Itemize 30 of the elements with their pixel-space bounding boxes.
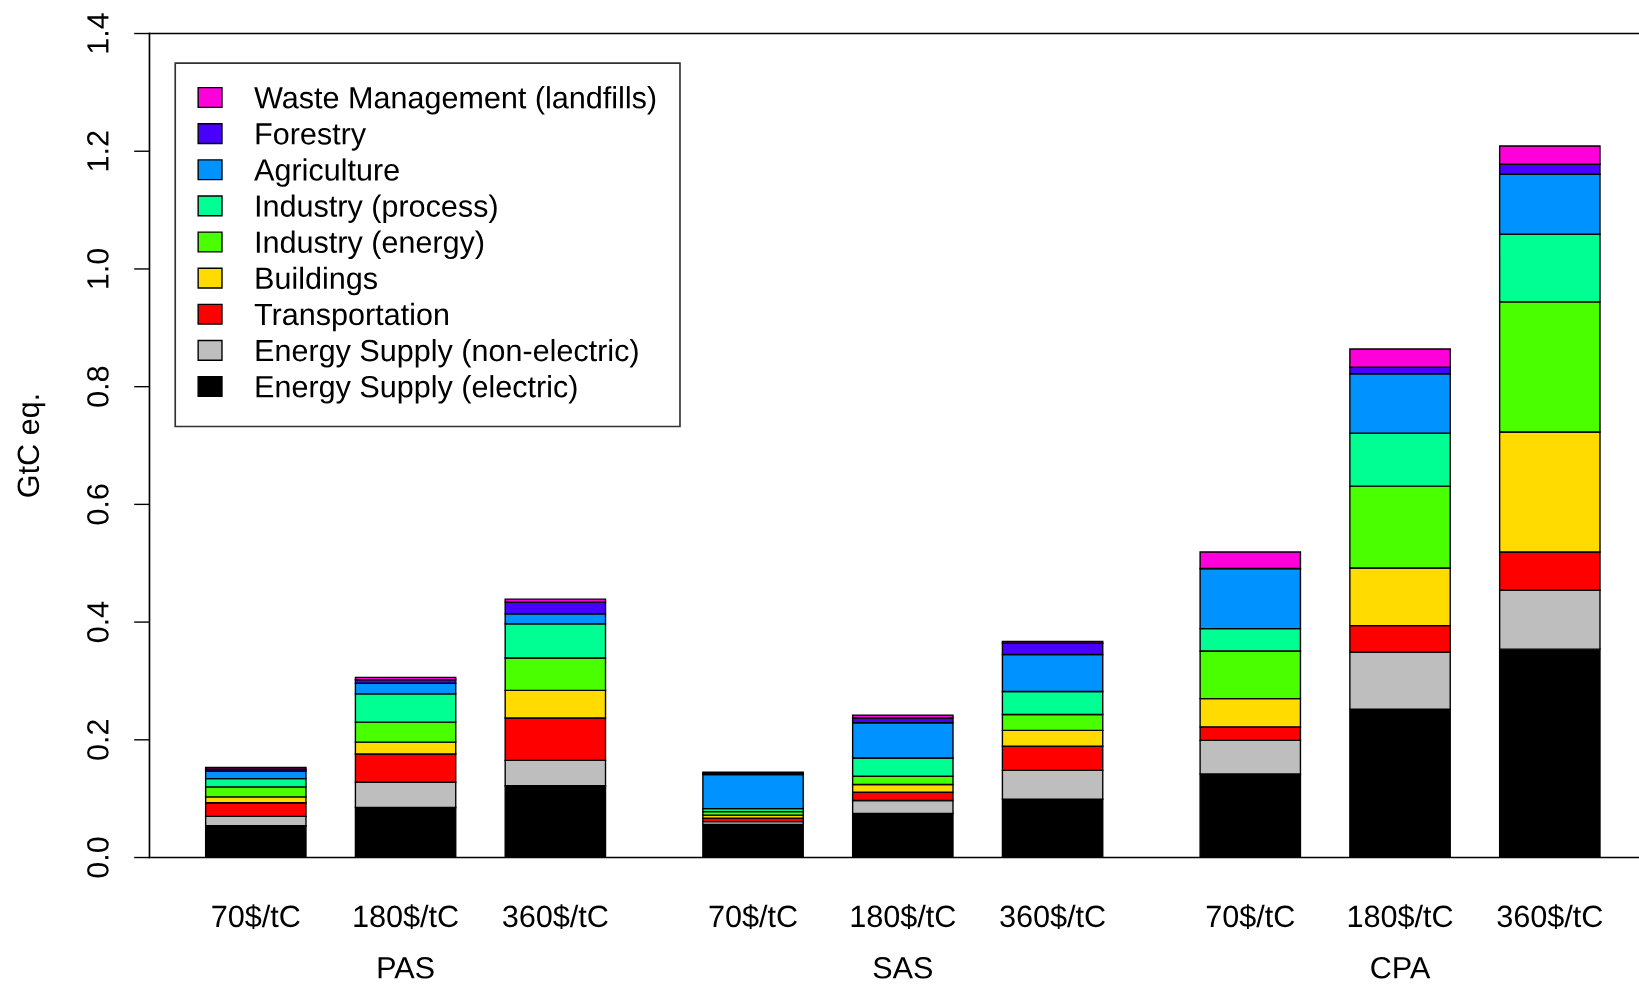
y-tick-label: 1.2 xyxy=(87,131,109,171)
y-axis-title: GtC eq. xyxy=(17,395,46,497)
legend-label: Forestry xyxy=(256,123,367,151)
legend-label: Agriculture xyxy=(254,158,399,187)
y-tick-label: 0.6 xyxy=(87,484,109,525)
x-tick-label: 70$/tC xyxy=(1206,904,1295,930)
x-tick-label: 70$/tC xyxy=(212,904,300,930)
text: SAS xyxy=(873,956,932,979)
legend-label: Industry (process) xyxy=(256,194,497,223)
text: CPA xyxy=(1371,956,1431,979)
y-tick-label: 0.0 xyxy=(87,837,109,878)
x-tick-label: 360$/tC xyxy=(1497,904,1603,930)
x-tick-label: 360$/tC xyxy=(1000,904,1105,930)
legend-label: Buildings xyxy=(256,266,377,296)
y-tick-label: 0.2 xyxy=(87,720,109,760)
y-tick-label: 0.8 xyxy=(87,366,109,407)
legend-label: Waste Management (landfills) xyxy=(254,86,656,115)
text: PAS xyxy=(378,956,434,979)
x-tick-label: 70$/tC xyxy=(709,904,797,930)
legend-label: Transportation xyxy=(254,302,448,332)
y-tick-label: 0.4 xyxy=(87,601,109,643)
y-tick-label: 1.0 xyxy=(87,248,109,288)
legend-label: Energy Supply (non-electric) xyxy=(256,338,638,368)
x-tick-label: 360$/tC xyxy=(503,904,608,930)
legend-label: Industry (energy) xyxy=(256,230,484,260)
y-tick-label: 1.4 xyxy=(87,13,109,53)
legend-label: Energy Supply (electric) xyxy=(256,375,577,404)
x-tick-label: 180$/tC xyxy=(354,904,458,930)
x-tick-label: 180$/tC xyxy=(1348,904,1453,930)
x-tick-label: 180$/tC xyxy=(851,904,956,930)
